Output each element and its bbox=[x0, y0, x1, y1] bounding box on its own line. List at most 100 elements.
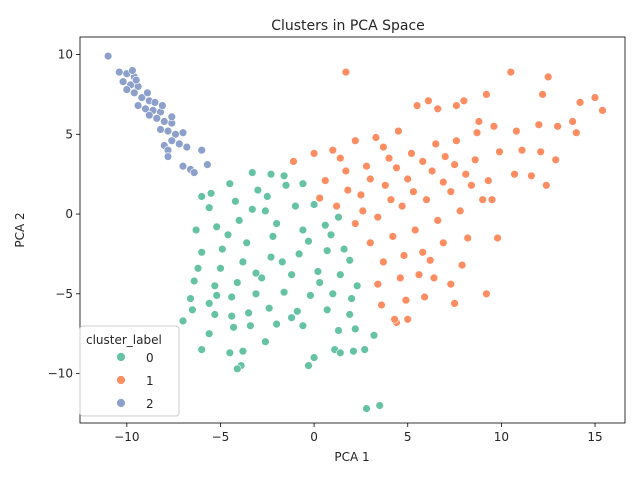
point-cluster-2 bbox=[203, 160, 212, 169]
point-cluster-1 bbox=[328, 146, 337, 155]
point-cluster-0 bbox=[328, 289, 337, 298]
point-cluster-0 bbox=[190, 276, 199, 286]
point-cluster-0 bbox=[188, 305, 197, 314]
point-cluster-0 bbox=[306, 291, 315, 300]
point-cluster-0 bbox=[210, 310, 220, 319]
point-cluster-0 bbox=[326, 230, 336, 240]
point-cluster-0 bbox=[268, 232, 278, 241]
point-cluster-0 bbox=[193, 264, 203, 273]
point-cluster-1 bbox=[392, 163, 401, 173]
chart-title: Clusters in PCA Space bbox=[271, 18, 425, 34]
point-cluster-2 bbox=[133, 101, 143, 110]
point-cluster-1 bbox=[439, 238, 448, 248]
point-cluster-0 bbox=[231, 197, 240, 206]
point-cluster-0 bbox=[279, 171, 289, 181]
point-cluster-0 bbox=[205, 329, 214, 338]
point-cluster-0 bbox=[309, 353, 319, 362]
point-cluster-0 bbox=[345, 310, 354, 319]
point-cluster-0 bbox=[266, 252, 276, 262]
point-cluster-1 bbox=[377, 300, 386, 310]
point-cluster-1 bbox=[431, 139, 440, 149]
point-cluster-0 bbox=[263, 192, 272, 201]
point-cluster-1 bbox=[534, 120, 543, 129]
point-cluster-1 bbox=[472, 128, 482, 137]
x-tick-label: −10 bbox=[114, 430, 139, 444]
point-cluster-1 bbox=[484, 176, 493, 185]
point-cluster-1 bbox=[399, 251, 409, 260]
point-cluster-1 bbox=[433, 216, 442, 225]
x-tick-label: 5 bbox=[404, 430, 412, 444]
point-cluster-1 bbox=[309, 149, 319, 158]
point-cluster-0 bbox=[248, 205, 257, 214]
point-cluster-1 bbox=[336, 154, 345, 163]
point-cluster-1 bbox=[441, 152, 450, 161]
point-cluster-0 bbox=[279, 288, 289, 297]
point-cluster-2 bbox=[143, 88, 152, 98]
point-cluster-1 bbox=[418, 248, 427, 257]
point-cluster-1 bbox=[379, 257, 388, 267]
y-axis-ticks: −10 −5 0 5 10 bbox=[48, 48, 80, 381]
point-cluster-0 bbox=[294, 249, 304, 259]
y-tick-label: 0 bbox=[65, 207, 73, 221]
point-cluster-0 bbox=[351, 324, 360, 334]
point-cluster-2 bbox=[160, 117, 169, 126]
point-cluster-0 bbox=[227, 292, 236, 302]
point-cluster-1 bbox=[343, 185, 352, 195]
point-cluster-1 bbox=[397, 201, 407, 211]
point-cluster-1 bbox=[341, 67, 351, 77]
point-cluster-0 bbox=[336, 348, 345, 357]
point-cluster-1 bbox=[381, 181, 390, 190]
point-cluster-1 bbox=[456, 206, 465, 216]
legend: cluster_label 0 1 2 bbox=[79, 325, 180, 417]
point-cluster-1 bbox=[538, 90, 547, 99]
point-cluster-1 bbox=[461, 170, 470, 179]
point-cluster-1 bbox=[356, 190, 366, 200]
point-cluster-2 bbox=[118, 77, 128, 86]
point-cluster-1 bbox=[471, 155, 480, 165]
point-cluster-2 bbox=[145, 110, 154, 120]
point-cluster-1 bbox=[426, 256, 435, 265]
point-cluster-2 bbox=[175, 139, 184, 149]
legend-marker-1 bbox=[116, 375, 126, 385]
point-cluster-1 bbox=[463, 233, 472, 243]
point-cluster-0 bbox=[242, 238, 251, 248]
point-cluster-0 bbox=[238, 347, 248, 356]
point-cluster-0 bbox=[298, 225, 308, 235]
legend-label-0: 0 bbox=[146, 351, 154, 365]
point-cluster-2 bbox=[178, 162, 188, 171]
point-cluster-1 bbox=[388, 232, 397, 241]
point-cluster-1 bbox=[358, 206, 367, 216]
point-cluster-0 bbox=[212, 291, 221, 300]
point-cluster-0 bbox=[272, 219, 281, 228]
point-cluster-1 bbox=[433, 104, 442, 114]
point-cluster-2 bbox=[178, 128, 188, 137]
point-cluster-2 bbox=[122, 85, 132, 94]
point-cluster-1 bbox=[452, 136, 461, 145]
point-cluster-1 bbox=[386, 195, 396, 204]
point-cluster-1 bbox=[474, 117, 484, 126]
point-cluster-1 bbox=[403, 174, 412, 184]
point-cluster-0 bbox=[233, 278, 242, 287]
point-cluster-0 bbox=[212, 222, 221, 232]
point-cluster-0 bbox=[323, 305, 332, 314]
point-cluster-0 bbox=[360, 345, 369, 354]
point-cluster-0 bbox=[339, 244, 349, 254]
point-cluster-0 bbox=[197, 192, 206, 201]
point-cluster-1 bbox=[517, 146, 527, 155]
point-cluster-1 bbox=[467, 181, 476, 190]
point-cluster-0 bbox=[210, 281, 220, 290]
point-cluster-1 bbox=[373, 213, 382, 222]
point-cluster-1 bbox=[450, 299, 459, 308]
point-cluster-1 bbox=[457, 260, 467, 270]
point-cluster-0 bbox=[315, 278, 324, 287]
point-cluster-2 bbox=[103, 51, 113, 61]
point-cluster-1 bbox=[590, 93, 600, 102]
point-cluster-0 bbox=[291, 201, 300, 211]
point-cluster-0 bbox=[298, 321, 308, 330]
point-cluster-0 bbox=[244, 308, 253, 318]
point-cluster-1 bbox=[422, 195, 431, 204]
point-cluster-0 bbox=[265, 304, 274, 313]
point-cluster-1 bbox=[366, 174, 375, 184]
point-cluster-1 bbox=[598, 106, 607, 115]
point-cluster-1 bbox=[351, 136, 360, 145]
